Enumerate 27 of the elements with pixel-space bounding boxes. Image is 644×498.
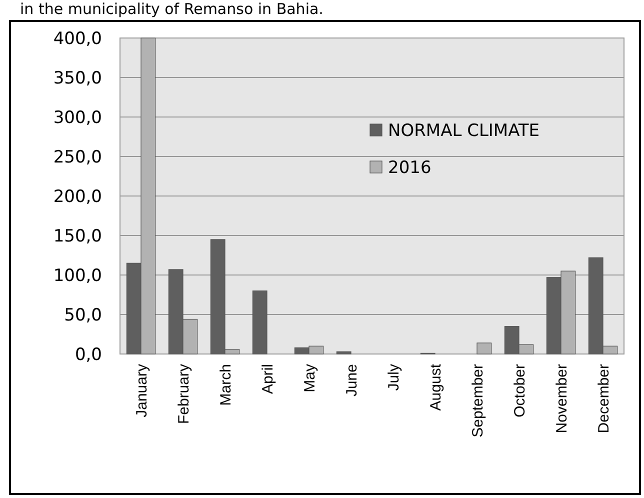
y-tick-label: 250,0 [53,147,102,168]
x-tick-label: October [511,364,528,418]
y-tick-label: 150,0 [53,226,102,246]
x-tick-label: March [217,364,234,406]
x-tick-label: February [175,364,192,424]
x-tick-label: May [301,364,318,392]
bar [476,342,492,354]
legend-label: NORMAL CLIMATE [388,120,540,141]
x-tick-label: April [259,364,276,394]
bar [252,290,268,354]
y-tick-label: 400,0 [53,28,102,49]
x-tick-label: January [133,364,150,418]
y-tick-label: 200,0 [53,186,102,207]
x-tick-label: September [469,364,486,438]
y-tick-label: 0,0 [74,344,102,365]
bar [336,351,352,354]
legend-label: 2016 [388,158,432,178]
y-tick-label: 300,0 [53,108,102,128]
x-tick-label: November [553,364,570,434]
x-tick-label: June [343,364,360,397]
y-tick-label: 100,0 [53,266,102,286]
x-tick-label: August [427,363,444,411]
x-tick-label: December [595,364,612,434]
y-tick-label: 50,0 [64,305,102,326]
y-tick-label: 350,0 [53,68,102,88]
chart-title: in the municipality of Remanso in Bahia. [20,0,324,18]
x-tick-label: July [385,364,402,391]
